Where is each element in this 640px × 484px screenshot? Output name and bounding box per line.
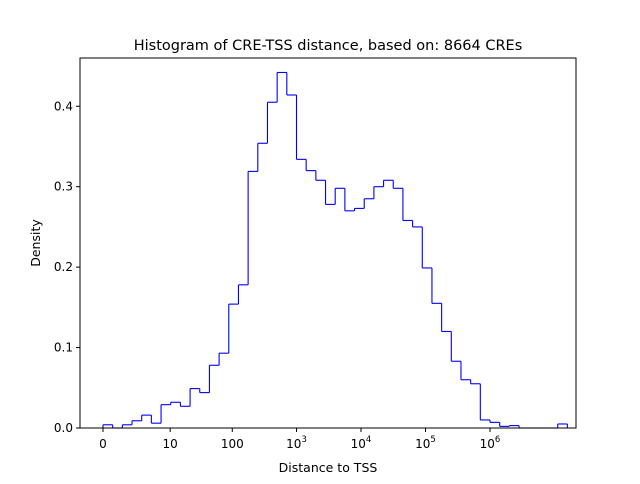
y-axis-label: Density [28,219,43,267]
histogram-bin [150,415,162,424]
histogram-bin [508,425,520,427]
histogram-bin [383,179,394,187]
histogram-bin [189,388,200,407]
histogram-bin [460,361,471,381]
histogram-bin [344,188,355,212]
histogram-bin [170,401,181,405]
x-tick-label: 105 [415,435,436,451]
histogram-bin [179,402,191,407]
histogram-bin [470,379,481,385]
x-tick-label: 106 [480,435,501,451]
y-axis: 0.0 0.1 0.2 0.3 0.4 [54,99,80,435]
histogram-bin [373,186,384,199]
chart-title: Histogram of CRE-TSS distance, based on:… [134,38,523,54]
x-tick-label: 10 [163,437,178,451]
x-tick-label: 103 [286,435,307,451]
histogram-bin [412,220,423,228]
histogram-bin [286,72,297,96]
histogram-bin [237,284,249,305]
histogram-bin [295,95,307,160]
histogram-bin [402,188,413,222]
x-axis: 0 10 100 103 104 105 106 [99,428,500,451]
histogram-bin [276,71,287,103]
histogram-bin [266,101,278,144]
y-tick-label: 0.4 [54,99,73,113]
histogram-bin [102,424,113,428]
histogram-bin [489,419,500,423]
y-tick-label: 0.1 [54,341,73,355]
histogram-bin [392,180,403,189]
histogram-bin [121,424,133,428]
histogram-bin [305,159,316,172]
histogram-bin [315,170,326,181]
histogram-bin [441,303,452,333]
y-tick-label: 0.3 [54,180,73,194]
histogram-bin [199,388,210,394]
histogram-bin [353,207,365,211]
histogram-bin [479,383,490,421]
x-tick-label: 100 [221,437,244,451]
histogram-bin [208,364,220,393]
histogram-steps [102,71,568,429]
plot-frame [79,57,577,429]
histogram-bin [218,352,229,366]
histogram-bin [334,187,345,205]
histogram-bin [499,422,510,427]
x-axis-label: Distance to TSS [279,460,378,475]
histogram-bin [257,142,268,172]
histogram-bin [421,226,432,269]
histogram-bin [324,180,336,205]
y-tick-label: 0.2 [54,260,73,274]
histogram-bin [557,423,568,428]
histogram-bin [450,331,461,362]
histogram-bin [131,420,142,425]
histogram-bin [247,170,258,285]
histogram-bin [363,198,374,209]
y-tick-label: 0.0 [54,421,73,435]
histogram-bin [160,404,171,424]
histogram-bin [141,414,152,421]
histogram-bin [228,303,239,354]
x-tick-label: 104 [351,435,372,451]
x-tick-label: 0 [99,437,107,451]
histogram-bin [431,267,442,304]
